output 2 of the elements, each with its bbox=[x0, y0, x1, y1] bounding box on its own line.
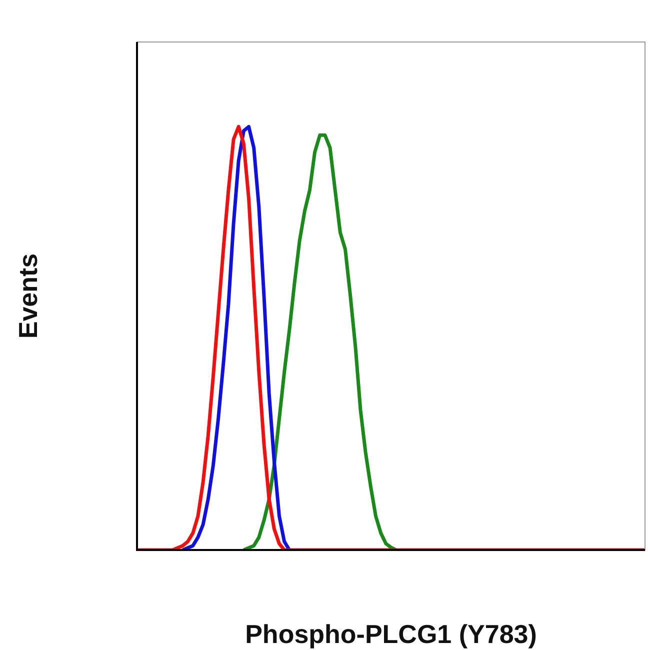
x-axis-title: Phospho-PLCG1 (Y783) bbox=[245, 619, 537, 650]
y-axis-title: Events bbox=[13, 253, 44, 339]
